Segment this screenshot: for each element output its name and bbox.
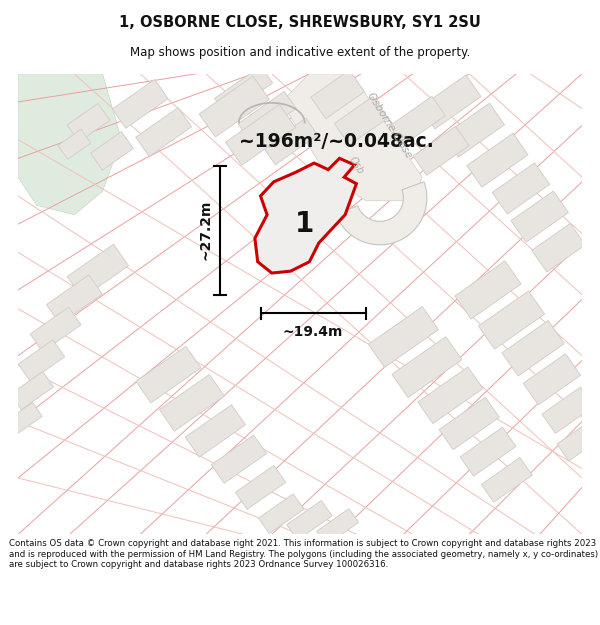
Polygon shape [58,129,91,159]
Polygon shape [532,223,586,272]
Polygon shape [439,398,499,449]
Polygon shape [46,275,103,324]
Text: ~19.4m: ~19.4m [283,325,343,339]
Polygon shape [226,104,296,165]
Polygon shape [185,405,245,457]
Polygon shape [557,420,600,461]
Polygon shape [18,74,121,215]
Polygon shape [542,387,594,433]
Polygon shape [368,306,439,368]
Polygon shape [481,458,532,502]
Polygon shape [467,133,528,188]
Polygon shape [317,509,359,545]
Text: 1, OSBORNE CLOSE, SHREWSBURY, SY1 2SU: 1, OSBORNE CLOSE, SHREWSBURY, SY1 2SU [119,15,481,30]
Polygon shape [492,163,550,214]
Polygon shape [67,244,128,298]
Text: Contains OS data © Crown copyright and database right 2021. This information is : Contains OS data © Crown copyright and d… [9,539,598,569]
Polygon shape [3,402,42,437]
Polygon shape [136,107,191,156]
Polygon shape [215,66,272,116]
Polygon shape [11,371,53,409]
Polygon shape [311,70,364,119]
Text: ~196m²/~0.048ac.: ~196m²/~0.048ac. [239,132,434,151]
Polygon shape [334,96,388,145]
Polygon shape [523,354,581,405]
Polygon shape [30,307,81,352]
Polygon shape [91,132,133,170]
Polygon shape [238,91,296,141]
Polygon shape [281,74,422,201]
Polygon shape [420,75,481,129]
Polygon shape [336,182,427,245]
Polygon shape [112,79,168,128]
Text: 1: 1 [295,210,314,238]
Polygon shape [287,501,332,540]
Polygon shape [199,76,269,137]
Text: Map shows position and indicative extent of the property.: Map shows position and indicative extent… [130,46,470,59]
Polygon shape [502,321,565,376]
Polygon shape [259,494,304,534]
Polygon shape [136,346,201,403]
Polygon shape [418,367,483,424]
Polygon shape [235,466,286,509]
Polygon shape [255,158,356,273]
Polygon shape [18,340,65,381]
Polygon shape [455,261,521,319]
Polygon shape [478,291,545,349]
Polygon shape [413,126,469,175]
Text: Osb: Osb [347,155,365,177]
Polygon shape [392,337,462,398]
Polygon shape [211,435,266,483]
Text: Osborne Close: Osborne Close [365,91,413,160]
Polygon shape [389,96,445,145]
Polygon shape [67,103,110,142]
Polygon shape [443,103,505,157]
Text: ~27.2m: ~27.2m [199,200,212,261]
Polygon shape [460,428,516,476]
Polygon shape [160,374,224,431]
Polygon shape [263,118,318,165]
Polygon shape [511,191,568,242]
